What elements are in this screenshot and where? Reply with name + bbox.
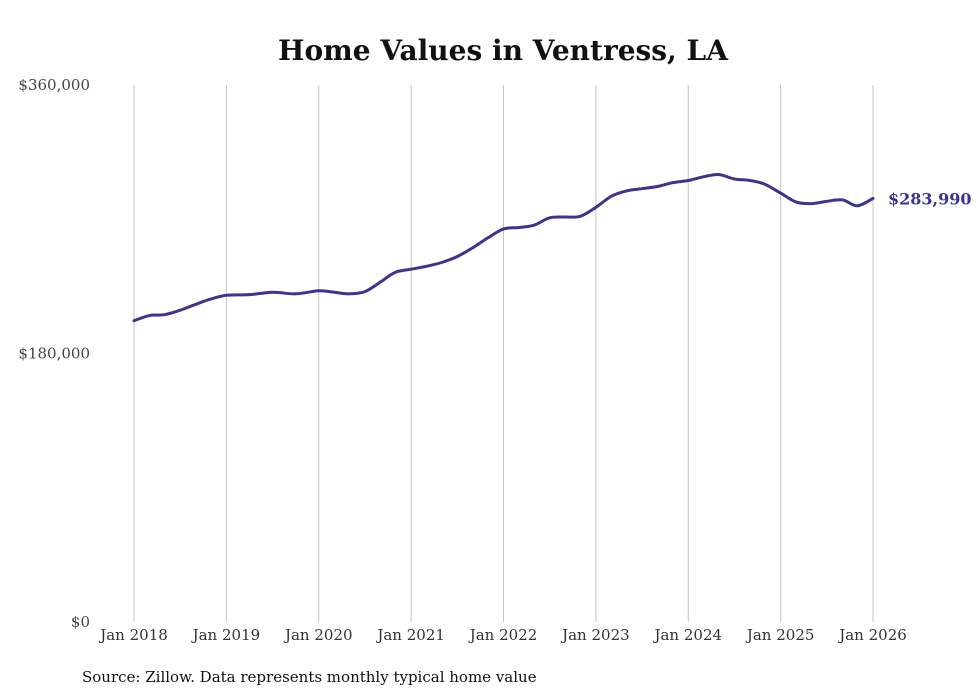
x-tick-label: Jan 2024 bbox=[652, 626, 722, 644]
x-tick-label: Jan 2018 bbox=[98, 626, 168, 644]
x-tick-label: Jan 2022 bbox=[468, 626, 538, 644]
y-tick-label: $180,000 bbox=[18, 345, 90, 363]
y-tick-label: $0 bbox=[71, 613, 90, 631]
x-tick-label: Jan 2020 bbox=[283, 626, 353, 644]
y-tick-label: $360,000 bbox=[18, 76, 90, 94]
x-tick-label: Jan 2021 bbox=[375, 626, 445, 644]
x-tick-label: Jan 2019 bbox=[191, 626, 261, 644]
x-tick-label: Jan 2026 bbox=[837, 626, 907, 644]
x-gridlines bbox=[133, 85, 874, 622]
x-tick-label: Jan 2025 bbox=[745, 626, 815, 644]
source-note: Source: Zillow. Data represents monthly … bbox=[82, 668, 537, 686]
chart-title: Home Values in Ventress, LA bbox=[278, 34, 729, 67]
end-value-label: $283,990 bbox=[888, 189, 972, 208]
x-axis-ticks: Jan 2018 Jan 2019 Jan 2020 Jan 2021 Jan 2022… bbox=[98, 626, 907, 644]
series-line-home-value bbox=[132, 172, 875, 323]
y-axis-ticks: $0 $180,000 $360,000 bbox=[18, 76, 90, 631]
x-tick-label: Jan 2023 bbox=[560, 626, 630, 644]
